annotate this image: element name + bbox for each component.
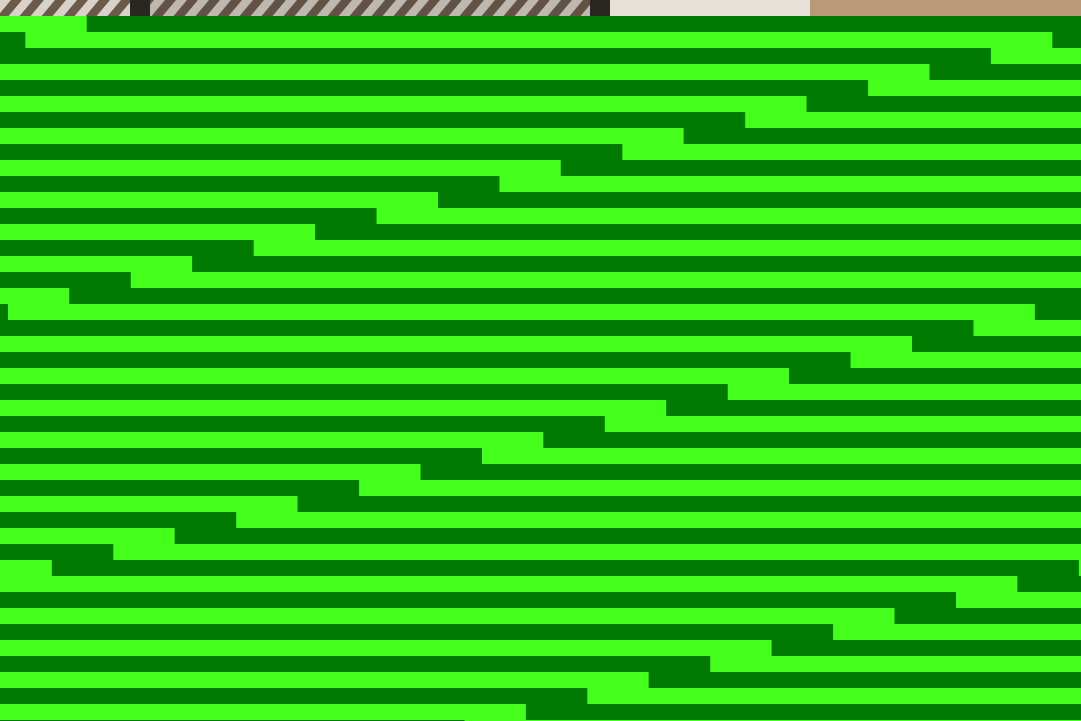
stripe <box>0 608 895 624</box>
stripe <box>0 256 193 272</box>
stripe <box>0 320 974 336</box>
stripe <box>0 416 605 432</box>
stripe <box>0 496 298 512</box>
stripe <box>912 336 1081 352</box>
stripe <box>868 80 1081 96</box>
stripe <box>297 496 1081 512</box>
stripe <box>0 464 421 480</box>
stripe <box>929 64 1081 80</box>
stripe <box>0 624 834 640</box>
stripe <box>253 240 1081 256</box>
stripe <box>376 208 1081 224</box>
stripe <box>0 592 956 608</box>
stripe <box>86 16 1081 32</box>
stripe <box>0 128 684 144</box>
stripe <box>0 688 588 704</box>
stripe <box>0 528 175 544</box>
stripe <box>0 512 237 528</box>
stripe <box>956 592 1081 608</box>
stripe <box>0 288 70 304</box>
stripe-field <box>0 16 1081 721</box>
photo-fragment <box>150 0 590 16</box>
stripe <box>806 96 1081 112</box>
photo-strip <box>0 0 1081 16</box>
stripe <box>0 208 377 224</box>
stripe <box>0 656 711 672</box>
stripe <box>0 32 26 48</box>
stripe <box>113 544 1081 560</box>
stripe <box>850 352 1081 368</box>
stripe <box>683 128 1081 144</box>
stripe <box>0 16 87 32</box>
stripe <box>1034 304 1081 320</box>
stripe <box>0 352 851 368</box>
stripe <box>0 48 991 64</box>
stripe <box>0 160 561 176</box>
stripe <box>0 96 807 112</box>
stripe <box>69 288 1081 304</box>
stripe <box>0 240 254 256</box>
stripe <box>0 64 930 80</box>
stripe <box>990 48 1081 64</box>
stripe <box>1078 560 1081 576</box>
stripe <box>0 192 438 208</box>
stripe <box>771 640 1081 656</box>
stripe <box>604 416 1081 432</box>
stripe <box>0 672 649 688</box>
stripe <box>25 32 1053 48</box>
photo-fragment <box>810 0 1081 16</box>
stripe <box>499 176 1081 192</box>
stripe <box>587 688 1081 704</box>
stripe <box>0 112 746 128</box>
stripe <box>622 144 1081 160</box>
stripe <box>0 704 526 720</box>
stripe <box>727 384 1081 400</box>
stripe <box>666 400 1081 416</box>
stripe <box>973 320 1081 336</box>
stripe <box>648 672 1081 688</box>
stripe <box>789 368 1081 384</box>
stripe <box>315 224 1081 240</box>
stripe <box>7 304 1035 320</box>
stripe <box>0 368 790 384</box>
stripe <box>0 480 360 496</box>
stripe <box>192 256 1081 272</box>
stripe <box>0 560 52 576</box>
stripe <box>0 80 869 96</box>
stripe <box>0 224 316 240</box>
stripe <box>51 560 1079 576</box>
stripe <box>0 432 544 448</box>
stripe <box>0 384 728 400</box>
stripe <box>0 400 667 416</box>
stripe <box>0 176 500 192</box>
stripe <box>0 144 623 160</box>
photo-fragment <box>0 0 130 16</box>
stripe <box>359 480 1081 496</box>
stripe <box>894 608 1081 624</box>
stripe <box>0 304 8 320</box>
stripe <box>481 448 1081 464</box>
stripe <box>710 656 1081 672</box>
stripe <box>745 112 1081 128</box>
stripe <box>0 336 913 352</box>
stripe <box>130 272 1081 288</box>
stripe <box>525 704 1081 720</box>
stripe <box>0 640 772 656</box>
stripe <box>0 272 131 288</box>
stripe <box>420 464 1081 480</box>
stripe <box>0 576 1018 592</box>
stripe <box>1052 32 1081 48</box>
stripe <box>833 624 1081 640</box>
stripe <box>560 160 1081 176</box>
stripe <box>1017 576 1081 592</box>
stripe <box>236 512 1081 528</box>
stripe <box>438 192 1081 208</box>
stripe <box>543 432 1081 448</box>
photo-fragment <box>610 0 810 16</box>
stripe <box>0 544 114 560</box>
stripe <box>174 528 1081 544</box>
stripe <box>0 448 482 464</box>
